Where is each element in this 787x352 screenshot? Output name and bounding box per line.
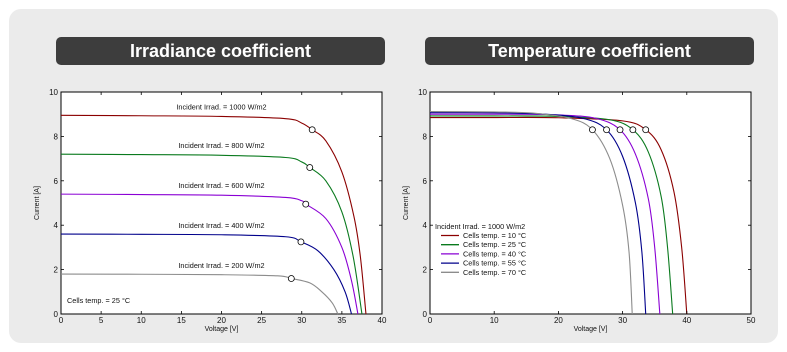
legend-label-3: Cells temp. = 55 °C [463, 259, 526, 268]
legend-label-0: Cells temp. = 10 °C [463, 231, 526, 240]
x-tick-label: 0 [59, 316, 64, 325]
x-tick-label: 35 [337, 316, 346, 325]
x-tick-label: 40 [378, 316, 387, 325]
mpp-marker-1 [629, 126, 637, 134]
chart-title-temperature: Temperature coefficient [425, 37, 754, 65]
plot-area [60, 91, 383, 315]
x-tick-label: 30 [297, 316, 306, 325]
series-label-1: Incident Irrad. = 800 W/m2 [178, 141, 264, 150]
series-label-2: Incident Irrad. = 600 W/m2 [178, 181, 264, 190]
temperature-chart: 0 10 20 30 40 50 0 2 4 6 8 10 Voltage [V] Current [… [403, 88, 756, 333]
y-tick-label: 0 [423, 310, 428, 319]
x-tick-label: 25 [257, 316, 266, 325]
y-tick-label: 6 [423, 177, 428, 186]
mpp-marker-3 [297, 238, 305, 246]
y-tick-label: 8 [54, 132, 59, 141]
mpp-marker-1 [306, 164, 314, 171]
x-tick-label: 30 [618, 316, 627, 325]
x-tick-label: 20 [217, 316, 226, 325]
y-tick-label: 10 [418, 88, 427, 97]
chart-title-irradiance: Irradiance coefficient [56, 37, 385, 65]
mpp-marker-0 [642, 126, 650, 134]
x-tick-label: 10 [490, 316, 499, 325]
y-tick-label: 2 [423, 266, 428, 275]
mpp-marker-0 [308, 126, 316, 134]
y-axis-label: Current [A] [34, 186, 41, 220]
mpp-marker-2 [302, 200, 310, 208]
y-tick-label: 4 [54, 221, 59, 230]
y-tick-label: 10 [49, 88, 58, 97]
series-label-4: Incident Irrad. = 200 W/m2 [178, 261, 264, 270]
y-tick-label: 4 [423, 221, 428, 230]
x-axis-label: Voltage [V] [574, 326, 608, 333]
x-tick-label: 20 [554, 316, 563, 325]
series-line-2 [60, 193, 359, 315]
x-tick-label: 50 [747, 316, 756, 325]
y-axis-label: Current [A] [403, 186, 410, 220]
x-tick-label: 15 [177, 316, 186, 325]
legend-label-4: Cells temp. = 70 °C [463, 268, 526, 277]
series-label-0: Incident Irrad. = 1000 W/m2 [176, 102, 266, 111]
legend-label-1: Cells temp. = 25 °C [463, 240, 526, 249]
x-tick-label: 40 [682, 316, 691, 325]
y-tick-label: 2 [54, 266, 59, 275]
mpp-marker-3 [603, 126, 610, 134]
series-line-1 [60, 153, 363, 315]
x-axis-label: Voltage [V] [205, 326, 239, 333]
legend-label-2: Cells temp. = 40 °C [463, 249, 526, 258]
mpp-marker-4 [287, 275, 295, 282]
x-tick-label: 0 [428, 316, 433, 325]
irradiance-chart: Incident Irrad. = 1000 W/m2 Incident Irra… [34, 88, 387, 333]
cells-temp-note: Cells temp. = 25 °C [67, 296, 130, 305]
series-label-3: Incident Irrad. = 400 W/m2 [178, 221, 264, 230]
x-tick-label: 5 [99, 316, 104, 325]
legend-title: Incident Irrad. = 1000 W/m2 [435, 222, 525, 231]
mpp-marker-2 [616, 126, 624, 134]
plot-area [429, 91, 752, 315]
y-tick-label: 6 [54, 177, 59, 186]
x-tick-label: 10 [137, 316, 146, 325]
mpp-marker-4 [589, 126, 596, 134]
y-tick-label: 8 [423, 132, 428, 141]
y-tick-label: 0 [54, 310, 59, 319]
